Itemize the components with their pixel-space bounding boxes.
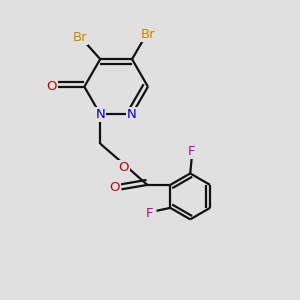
Text: O: O: [110, 181, 120, 194]
Text: O: O: [46, 80, 57, 93]
Text: Br: Br: [72, 31, 87, 44]
Text: O: O: [118, 161, 129, 174]
Text: N: N: [127, 108, 137, 121]
Text: N: N: [95, 108, 105, 121]
Text: F: F: [188, 145, 195, 158]
Text: F: F: [146, 207, 153, 220]
Text: Br: Br: [141, 28, 155, 40]
